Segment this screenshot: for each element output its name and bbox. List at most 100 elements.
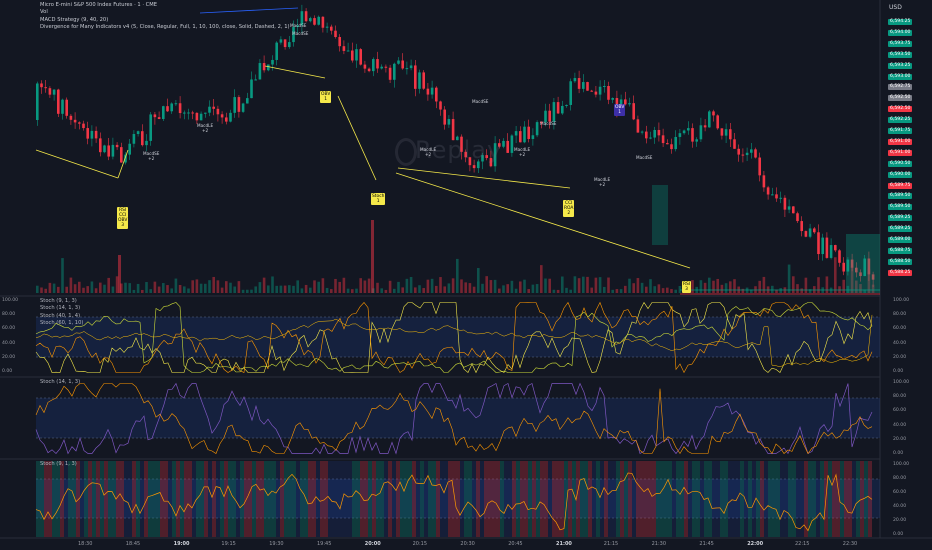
pane1-left-axis-label: 20.00 (2, 354, 16, 360)
divergence-indicator-label[interactable]: Divergence for Many Indicators v4 (5, Cl… (40, 24, 290, 31)
stoch-state-stripe (472, 461, 476, 537)
volume-bar (456, 258, 459, 293)
volume-bar (271, 276, 274, 293)
stoch-state-stripe (76, 461, 80, 537)
stoch-state-stripe (292, 461, 296, 537)
price-label[interactable]: 6,594.25 (888, 19, 913, 25)
stoch-state-stripe (232, 461, 236, 537)
candle-body (703, 125, 707, 128)
pane1-left-axis-label: 100.00 (2, 298, 19, 303)
stoch-state-stripe (360, 461, 364, 537)
stoch-state-stripe (636, 461, 640, 537)
stoch-state-stripe (256, 461, 260, 537)
replay-logo-icon (395, 138, 417, 166)
price-label[interactable]: 6,590.00 (888, 171, 913, 178)
volume-bar (838, 286, 841, 293)
stoch-state-stripe (36, 461, 40, 537)
price-label[interactable]: 6,593.50 (888, 51, 913, 58)
pane2-legend[interactable]: Stoch (14, 1, 3) (40, 379, 81, 385)
stoch-state-stripe (576, 461, 580, 537)
time-axis-label: 21:00 (556, 541, 572, 547)
pane2-axis-label: 80.00 (893, 394, 907, 400)
time-axis-label: 18:30 (78, 541, 93, 547)
price-label[interactable]: 6,592.50 (888, 106, 913, 113)
volume-bar (460, 279, 463, 293)
price-label[interactable]: 6,589.00 (888, 237, 913, 243)
pane1-legend-item[interactable]: Stoch (9, 1, 3) (40, 298, 77, 304)
volume-bar (519, 281, 522, 293)
stoch-state-stripe (812, 461, 816, 537)
symbol-title[interactable]: Micro E-mini S&P 500 Index Futures · 1 ·… (40, 2, 158, 8)
price-label[interactable]: 6,593.00 (888, 73, 913, 80)
stoch-state-stripe (160, 461, 164, 537)
candle-body (414, 65, 417, 89)
price-label[interactable]: 6,588.50 (888, 258, 913, 265)
candle-body (229, 112, 232, 122)
divergence-line (395, 172, 691, 269)
time-axis-label: 21:45 (699, 541, 714, 547)
stoch-state-stripe (200, 461, 204, 537)
signal-marker[interactable]: Stoch 1 (371, 193, 386, 205)
stoch-state-stripe (148, 461, 152, 537)
volume-bar (661, 288, 665, 293)
price-label[interactable]: 6,594.00 (888, 29, 913, 36)
pane3-legend[interactable]: Stoch (9, 1, 3) (40, 461, 77, 467)
stoch-state-stripe (568, 461, 572, 537)
stoch-state-stripe (516, 461, 520, 537)
price-label[interactable]: 6,591.00 (888, 149, 913, 156)
price-label[interactable]: 6,592.25 (888, 117, 913, 124)
volume-bar (842, 279, 845, 293)
volume-bar (351, 289, 354, 293)
stoch-state-stripe (732, 461, 736, 537)
price-label[interactable]: 6,593.75 (888, 40, 913, 47)
price-label[interactable]: 6,589.25 (888, 215, 913, 222)
volume-bar (653, 286, 656, 293)
stoch-state-stripe (552, 461, 556, 537)
vol-indicator-label[interactable]: Vol (40, 9, 48, 16)
price-label[interactable]: 6,589.50 (888, 204, 913, 211)
candle-body (36, 83, 39, 120)
stoch-state-stripe (72, 461, 76, 537)
signal-marker[interactable]: RSI 3 (682, 281, 692, 293)
pane1-legend-item[interactable]: Stoch (40, 1, 4) (40, 312, 81, 319)
volume-bar (603, 286, 606, 293)
pane1-legend-item[interactable]: Stoch (14, 1, 3) (40, 305, 81, 312)
price-label[interactable]: 6,589.50 (888, 193, 913, 200)
candle-body (468, 157, 472, 166)
price-label[interactable]: 6,590.50 (888, 160, 913, 167)
volume-bar (124, 282, 127, 293)
signal-marker[interactable]: RSI CCI OBV 3 (117, 207, 129, 229)
signal-marker[interactable]: OBV 1 (320, 91, 332, 103)
pane1-legend-item[interactable]: Stoch (60, 1, 10) (40, 320, 84, 327)
replay-watermark: Replay (415, 136, 503, 164)
price-label[interactable]: 6,591.00 (888, 138, 913, 145)
macd-strategy-label[interactable]: MACD Strategy (9, 40, 20) (40, 16, 109, 23)
price-label[interactable]: 6,591.75 (888, 128, 913, 134)
candle-body (346, 50, 350, 52)
pane1-left-axis-label: 60.00 (2, 326, 16, 332)
price-label[interactable]: 6,589.75 (888, 182, 913, 189)
signal-marker[interactable]: OBV 1 (614, 104, 626, 116)
price-label[interactable]: 6,592.75 (888, 84, 913, 91)
candle-body (817, 232, 820, 255)
time-axis-label: 22:15 (795, 541, 810, 547)
price-label[interactable]: 6,588.25 (888, 269, 913, 276)
volume-bar (703, 282, 707, 293)
signal-marker[interactable]: CCI ROA 2 (563, 200, 575, 217)
stoch-state-stripe (648, 461, 652, 537)
price-label[interactable]: 6,593.25 (888, 62, 913, 69)
stoch-state-stripe (228, 461, 232, 537)
volume-bar (792, 276, 795, 293)
candle-body (409, 65, 413, 69)
price-label[interactable]: 6,592.50 (888, 95, 913, 102)
price-label[interactable]: 6,588.75 (888, 247, 913, 254)
stoch-state-stripe (496, 461, 500, 537)
volume-bar (283, 285, 287, 293)
candle-body (388, 67, 392, 80)
price-label[interactable]: 6,589.25 (888, 226, 913, 233)
volume-bar (435, 285, 438, 293)
currency-label[interactable]: USD (889, 4, 902, 11)
stoch-state-stripe (484, 461, 488, 537)
